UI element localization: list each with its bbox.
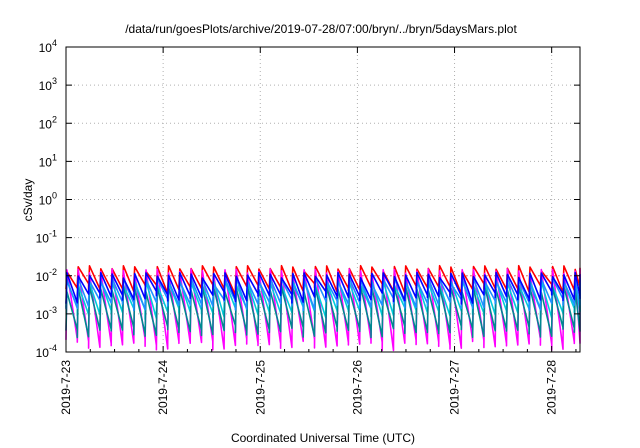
- x-tick-label: 2019-7-26: [350, 360, 364, 415]
- x-tick-label: 2019-7-24: [156, 360, 170, 415]
- chart-title: /data/run/goesPlots/archive/2019-07-28/0…: [125, 22, 517, 36]
- x-tick-label: 2019-7-28: [545, 360, 559, 415]
- x-tick-label: 2019-7-25: [253, 360, 267, 415]
- data-series-line: [65, 264, 581, 297]
- x-axis-label: Coordinated Universal Time (UTC): [231, 431, 415, 445]
- y-tick-label: 101: [39, 152, 57, 169]
- data-series-line: [65, 271, 581, 305]
- y-tick-label: 103: [39, 76, 57, 93]
- y-tick-label: 102: [39, 114, 57, 131]
- x-tick-label: 2019-7-27: [448, 360, 462, 415]
- y-tick-label: 10-1: [36, 229, 57, 246]
- y-tick-label: 10-2: [36, 267, 57, 284]
- plot-series: [65, 264, 581, 352]
- y-tick-label: 10-3: [36, 305, 57, 322]
- y-tick-label: 104: [39, 38, 57, 55]
- y-axis: 10-4 10-3 10-2 10-1 100 101 102 103 104: [36, 38, 580, 360]
- grid: [66, 47, 580, 352]
- y-axis-label: cSv/day: [21, 179, 35, 222]
- data-series-line: [65, 268, 581, 352]
- x-tick-label: 2019-7-23: [59, 360, 73, 415]
- y-tick-label: 100: [39, 191, 57, 208]
- x-axis: 2019-7-23 2019-7-24 2019-7-25 2019-7-26 2019…: [59, 47, 577, 415]
- y-tick-label: 10-4: [36, 343, 57, 360]
